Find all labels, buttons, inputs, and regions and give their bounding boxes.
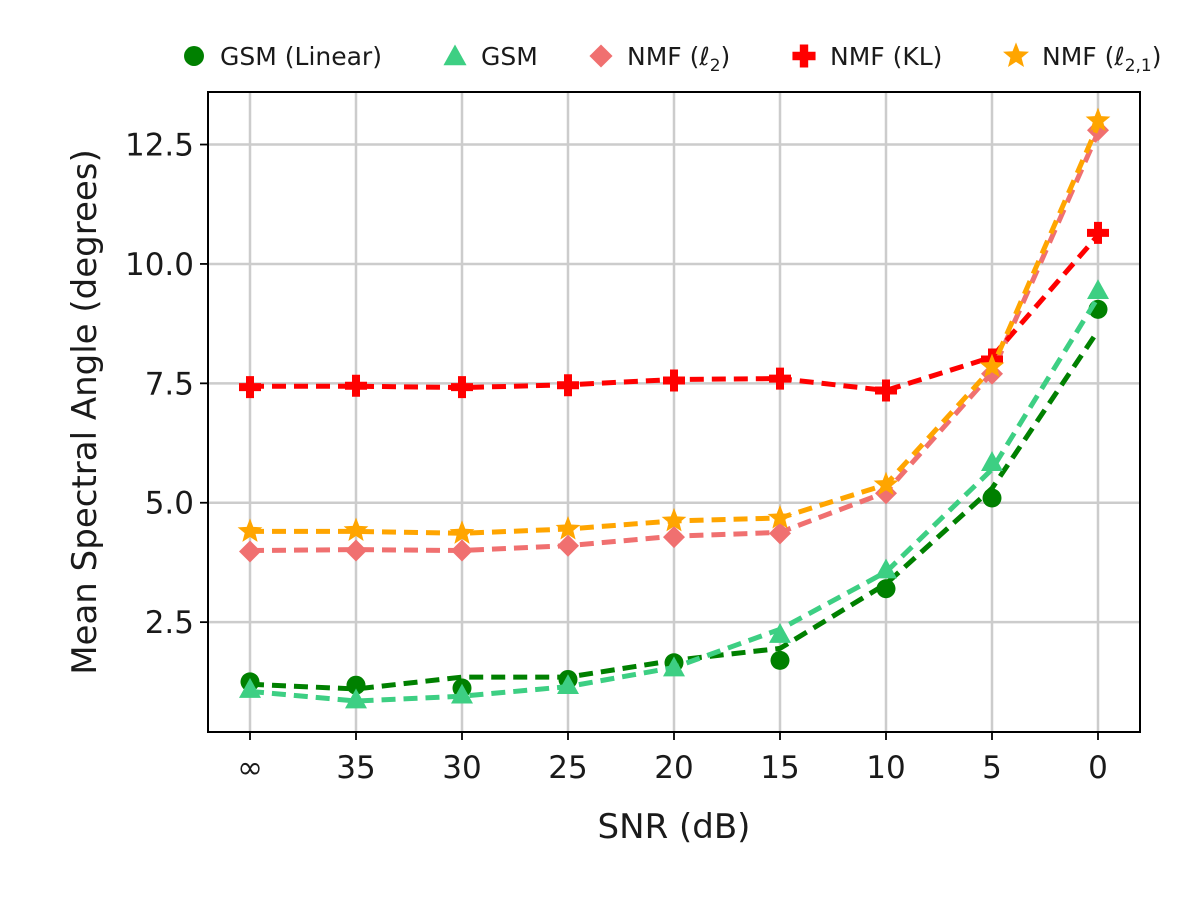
data-point bbox=[557, 534, 579, 557]
data-point bbox=[451, 683, 473, 704]
legend-label-text: GSM (Linear) bbox=[220, 42, 382, 71]
legend-label: GSM (Linear) bbox=[220, 42, 382, 71]
series-2 bbox=[239, 119, 1109, 563]
x-tick-label: 20 bbox=[654, 750, 693, 786]
legend-item: GSM (Linear) bbox=[184, 42, 382, 71]
x-tick-label: 35 bbox=[336, 750, 375, 786]
y-tick-label: 10.0 bbox=[125, 247, 194, 283]
legend-label-text: NMF (ℓ bbox=[1042, 42, 1125, 71]
data-point bbox=[661, 507, 687, 532]
legend-label-text: GSM bbox=[481, 42, 538, 71]
data-point bbox=[557, 374, 579, 397]
series-1 bbox=[239, 279, 1109, 709]
data-point bbox=[451, 376, 473, 399]
data-point bbox=[239, 540, 261, 563]
data-point bbox=[449, 520, 475, 544]
data-point bbox=[555, 516, 581, 540]
data-point bbox=[663, 369, 685, 392]
legend: GSM (Linear) GSM NMF (ℓ2) NMF (KL) NMF (ℓ2,1… bbox=[184, 42, 1162, 76]
data-point bbox=[876, 579, 896, 599]
legend-subscript: 2 bbox=[710, 56, 721, 76]
y-tick-label: 5.0 bbox=[145, 486, 194, 522]
y-axis-label: Mean Spectral Angle (degrees) bbox=[65, 149, 105, 675]
data-point bbox=[343, 517, 369, 541]
legend-label: NMF (ℓ2,1) bbox=[1042, 42, 1162, 76]
data-point bbox=[1087, 221, 1109, 244]
x-tick-label: 10 bbox=[866, 750, 905, 786]
x-tick-label: 5 bbox=[982, 750, 1002, 786]
legend-marker bbox=[443, 44, 467, 66]
y-tick-label: 12.5 bbox=[125, 128, 194, 164]
y-axis: 2.5 5.0 7.5 10.0 12.5 bbox=[125, 128, 208, 641]
legend-marker bbox=[1003, 42, 1029, 68]
legend-marker bbox=[792, 44, 816, 68]
legend-label-text: NMF (ℓ bbox=[627, 42, 710, 71]
data-point bbox=[237, 518, 263, 542]
data-point bbox=[1087, 279, 1109, 300]
x-tick-label: 30 bbox=[442, 750, 481, 786]
y-tick-label: 2.5 bbox=[145, 605, 194, 641]
data-point bbox=[770, 650, 790, 670]
data-point bbox=[875, 558, 897, 579]
legend-label-text: NMF (KL) bbox=[830, 42, 942, 71]
legend-item: NMF (KL) bbox=[792, 42, 942, 71]
data-point bbox=[557, 674, 579, 694]
data-point bbox=[873, 471, 899, 496]
x-tick-label: 15 bbox=[760, 750, 799, 786]
y-tick-label: 7.5 bbox=[145, 366, 194, 402]
series-4 bbox=[237, 107, 1111, 544]
legend-item: NMF (ℓ2,1) bbox=[1003, 42, 1162, 76]
data-point bbox=[982, 488, 1002, 508]
data-point bbox=[875, 379, 897, 402]
data-point bbox=[769, 623, 791, 643]
data-point bbox=[663, 526, 685, 549]
data-point bbox=[239, 678, 261, 698]
data-point bbox=[979, 353, 1005, 378]
x-tick-label: 0 bbox=[1088, 750, 1108, 786]
legend-marker bbox=[184, 46, 204, 66]
legend-label: NMF (KL) bbox=[830, 42, 942, 71]
legend-close-paren: ) bbox=[1152, 42, 1162, 71]
legend-subscript: 2,1 bbox=[1125, 56, 1152, 76]
data-point bbox=[663, 656, 685, 677]
legend-item: GSM bbox=[443, 42, 538, 71]
series-layer bbox=[237, 107, 1111, 709]
legend-item: NMF (ℓ2) bbox=[589, 42, 730, 76]
data-point bbox=[346, 675, 366, 695]
x-tick-label: ∞ bbox=[237, 750, 263, 786]
data-point bbox=[769, 522, 791, 545]
grid bbox=[208, 92, 1140, 732]
legend-label: GSM bbox=[481, 42, 538, 71]
x-tick-label: 25 bbox=[548, 750, 587, 786]
data-point bbox=[769, 367, 791, 390]
data-point bbox=[345, 688, 367, 709]
data-point bbox=[239, 376, 261, 399]
legend-label: NMF (ℓ2) bbox=[627, 42, 730, 76]
data-point bbox=[451, 539, 473, 562]
data-point bbox=[1085, 107, 1111, 132]
legend-close-paren: ) bbox=[721, 42, 731, 71]
data-point bbox=[767, 505, 793, 529]
data-point bbox=[981, 451, 1003, 471]
data-point bbox=[345, 374, 367, 397]
legend-marker bbox=[589, 44, 613, 68]
x-axis-label: SNR (dB) bbox=[598, 807, 751, 847]
x-axis: ∞ 35 30 25 20 15 10 5 0 bbox=[237, 732, 1108, 786]
data-point bbox=[981, 362, 1003, 385]
data-point bbox=[345, 539, 367, 562]
